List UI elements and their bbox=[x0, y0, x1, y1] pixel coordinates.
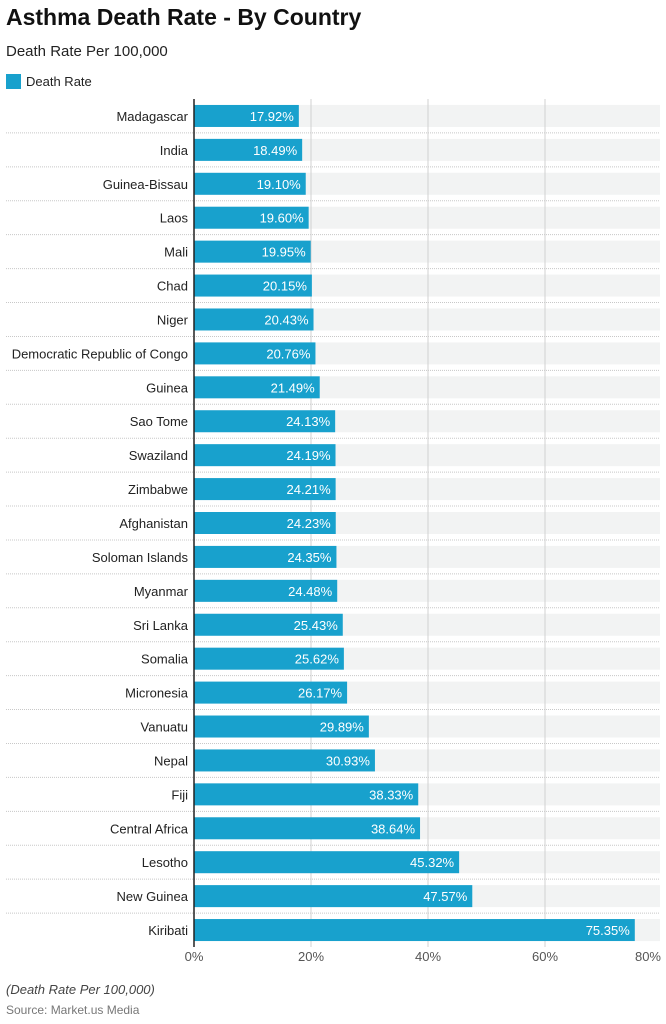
data-label: 25.62% bbox=[295, 652, 340, 667]
category-label: Vanuatu bbox=[141, 720, 188, 735]
bar bbox=[194, 410, 336, 433]
data-label: 19.10% bbox=[257, 177, 302, 192]
x-tick-label: 40% bbox=[415, 949, 441, 964]
bar bbox=[194, 919, 635, 942]
data-label: 24.21% bbox=[287, 482, 332, 497]
bar bbox=[194, 240, 311, 263]
data-label: 45.32% bbox=[410, 855, 455, 870]
bar bbox=[194, 783, 419, 806]
bar bbox=[194, 512, 336, 534]
chart-title: Asthma Death Rate - By Country bbox=[6, 4, 362, 30]
bar bbox=[194, 478, 336, 501]
data-label: 25.43% bbox=[294, 618, 339, 633]
category-label: Laos bbox=[160, 211, 189, 226]
legend: Death Rate bbox=[6, 74, 92, 89]
bar bbox=[194, 376, 320, 399]
data-label: 38.64% bbox=[371, 821, 416, 836]
category-label: Chad bbox=[157, 279, 188, 294]
bar bbox=[194, 681, 348, 704]
category-label: Lesotho bbox=[142, 855, 188, 870]
category-label: Democratic Republic of Congo bbox=[12, 346, 188, 361]
data-label: 17.92% bbox=[250, 109, 295, 124]
legend-label: Death Rate bbox=[26, 74, 92, 89]
chart-subtitle: Death Rate Per 100,000 bbox=[6, 43, 168, 60]
bar bbox=[194, 138, 303, 161]
x-tick-label: 0% bbox=[185, 949, 204, 964]
category-label: Madagascar bbox=[116, 109, 188, 124]
bar bbox=[194, 613, 343, 636]
category-label: Somalia bbox=[141, 652, 189, 667]
category-label: Zimbabwe bbox=[128, 482, 188, 497]
category-label: Guinea bbox=[146, 380, 189, 395]
data-label: 38.33% bbox=[369, 787, 414, 802]
data-label: 24.19% bbox=[286, 448, 331, 463]
category-label: New Guinea bbox=[116, 889, 188, 904]
data-label: 29.89% bbox=[320, 720, 365, 735]
x-tick-label: 60% bbox=[532, 949, 558, 964]
category-label: Nepal bbox=[154, 753, 188, 768]
category-label: Swaziland bbox=[129, 448, 188, 463]
data-label: 30.93% bbox=[326, 753, 371, 768]
bar bbox=[194, 885, 473, 908]
bar bbox=[194, 206, 309, 229]
data-label: 26.17% bbox=[298, 686, 343, 701]
source-text: Source: Market.us Media bbox=[6, 1003, 140, 1017]
data-label: 20.15% bbox=[263, 279, 308, 294]
data-label: 21.49% bbox=[271, 380, 316, 395]
bar bbox=[194, 342, 316, 365]
bar bbox=[194, 715, 369, 738]
data-label: 18.49% bbox=[253, 143, 298, 158]
data-label: 24.13% bbox=[286, 414, 331, 429]
data-label: 24.35% bbox=[287, 550, 332, 565]
data-label: 75.35% bbox=[586, 923, 631, 938]
category-label: Kiribati bbox=[148, 923, 188, 938]
category-label: Guinea-Bissau bbox=[103, 177, 188, 192]
bar bbox=[194, 851, 460, 874]
category-label: Central Africa bbox=[110, 821, 189, 836]
category-label: Soloman Islands bbox=[92, 550, 189, 565]
legend-swatch bbox=[6, 74, 21, 89]
bar bbox=[194, 104, 299, 127]
data-label: 24.23% bbox=[287, 516, 332, 531]
bar bbox=[194, 579, 338, 602]
category-label: Afghanistan bbox=[119, 516, 188, 531]
data-label: 19.60% bbox=[260, 211, 305, 226]
bar bbox=[194, 545, 337, 568]
data-label: 19.95% bbox=[262, 245, 307, 260]
bar bbox=[194, 308, 314, 331]
data-label: 24.48% bbox=[288, 584, 333, 599]
category-label: Myanmar bbox=[134, 584, 189, 599]
x-tick-label: 20% bbox=[298, 949, 324, 964]
data-label: 20.43% bbox=[264, 312, 309, 327]
footnote: (Death Rate Per 100,000) bbox=[6, 982, 155, 997]
x-tick-label: 80% bbox=[635, 949, 661, 964]
category-label: Fiji bbox=[171, 787, 188, 802]
bar bbox=[194, 274, 312, 297]
category-label: Mali bbox=[164, 245, 188, 260]
bar bbox=[194, 444, 336, 467]
category-label: Sao Tome bbox=[130, 414, 188, 429]
bar bbox=[194, 172, 306, 195]
data-label: 47.57% bbox=[423, 889, 468, 904]
category-label: Niger bbox=[157, 312, 189, 327]
category-label: Sri Lanka bbox=[133, 618, 189, 633]
bar bbox=[194, 647, 344, 670]
category-label: Micronesia bbox=[125, 686, 189, 701]
category-label: India bbox=[160, 143, 189, 158]
bar bbox=[194, 817, 421, 840]
data-label: 20.76% bbox=[266, 346, 311, 361]
bar bbox=[194, 749, 375, 772]
